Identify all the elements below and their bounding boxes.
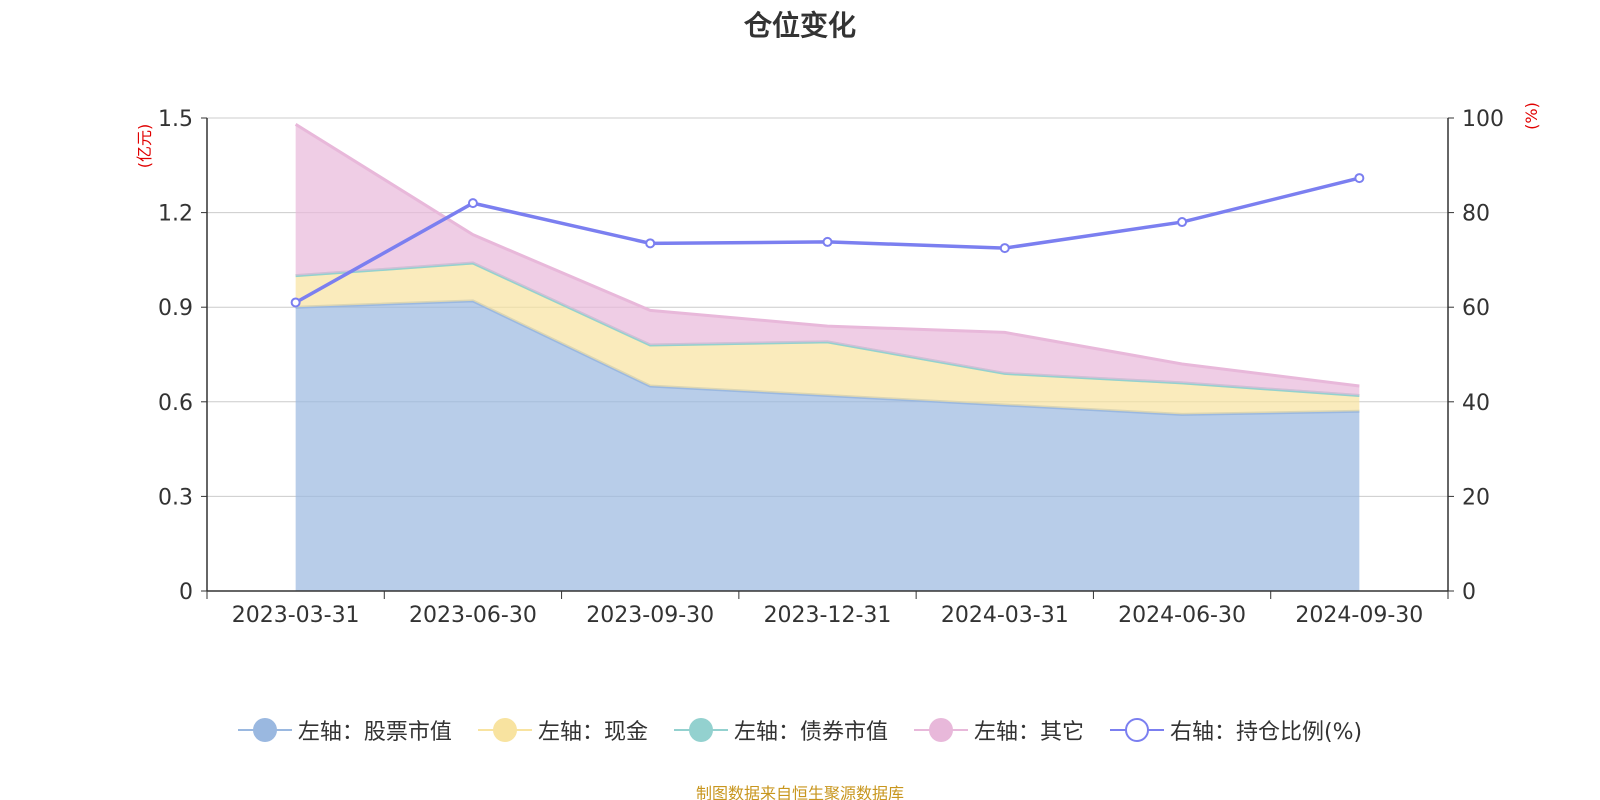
legend-item[interactable]: 左轴：债券市值 [673, 714, 888, 746]
legend-item[interactable]: 左轴：股票市值 [237, 714, 452, 746]
x-tick-label: 2024-06-30 [1118, 603, 1246, 628]
legend-item[interactable]: 左轴：现金 [477, 714, 648, 746]
chart-legend: 左轴：股票市值 左轴：现金 左轴：债券市值 左轴：其它 右轴：持仓比例(%) [0, 714, 1600, 746]
right-tick-label: 20 [1462, 485, 1490, 510]
chart-title: 仓位变化 [743, 9, 856, 42]
area-左轴：股票市值 [295, 300, 1360, 591]
x-tick-label: 2024-03-31 [941, 603, 1069, 628]
line-point [645, 238, 656, 249]
legend-symbol-icon [1109, 716, 1164, 744]
left-tick-label: 0 [179, 580, 193, 605]
area-左轴：现金 [295, 263, 1360, 415]
legend-label: 左轴：现金 [537, 720, 648, 745]
left-axis-unit: (亿元) [135, 124, 154, 169]
right-tick-label: 0 [1462, 580, 1476, 605]
line-point [1354, 173, 1365, 184]
right-axis-unit: (%) [1522, 102, 1541, 130]
legend-dot [928, 718, 953, 742]
area-line-左轴：其它 [294, 123, 1360, 388]
legend-label: 右轴：持仓比例(%) [1169, 720, 1363, 745]
line-point [822, 236, 833, 247]
legend-dot [1124, 718, 1149, 742]
right-tick-label: 60 [1462, 296, 1490, 321]
line-point [467, 198, 478, 209]
x-tick-label: 2023-03-31 [232, 603, 360, 628]
line-point [999, 243, 1010, 254]
legend-label: 左轴：股票市值 [297, 720, 452, 745]
right-tick-label: 100 [1462, 107, 1504, 132]
left-tick-label: 1.2 [158, 202, 193, 227]
left-tick-label: 0.9 [158, 296, 193, 321]
right-tick-label: 40 [1462, 391, 1490, 416]
x-tick-label: 2023-06-30 [409, 603, 537, 628]
legend-label: 左轴：其它 [973, 720, 1084, 745]
legend-dot [492, 718, 517, 742]
left-tick-label: 1.5 [158, 107, 193, 132]
legend-dot [252, 718, 277, 742]
left-tick-label: 0.3 [158, 485, 193, 510]
right-tick-label: 80 [1462, 202, 1490, 227]
legend-label: 左轴：债券市值 [733, 720, 888, 745]
x-tick-label: 2023-09-30 [586, 603, 714, 628]
chart-plot: 0 0.3 0.6 0.9 1.2 1.5 0 20 40 60 80 100 2023-03-31 20… [135, 102, 1541, 628]
data-source-note: 制图数据来自恒生聚源数据库 [695, 784, 904, 800]
legend-symbol-icon [913, 716, 968, 744]
left-tick-label: 0.6 [158, 391, 193, 416]
line-point [1177, 217, 1188, 228]
x-tick-label: 2024-09-30 [1295, 603, 1423, 628]
legend-symbol-icon [673, 716, 728, 744]
legend-symbol-icon [237, 716, 292, 744]
area-左轴：其它 [295, 124, 1360, 396]
x-tick-label: 2023-12-31 [764, 603, 892, 628]
legend-item[interactable]: 左轴：其它 [913, 714, 1084, 746]
legend-symbol-icon [477, 716, 532, 744]
line-point [290, 297, 301, 308]
legend-item[interactable]: 右轴：持仓比例(%) [1109, 714, 1363, 746]
legend-dot [688, 718, 713, 742]
